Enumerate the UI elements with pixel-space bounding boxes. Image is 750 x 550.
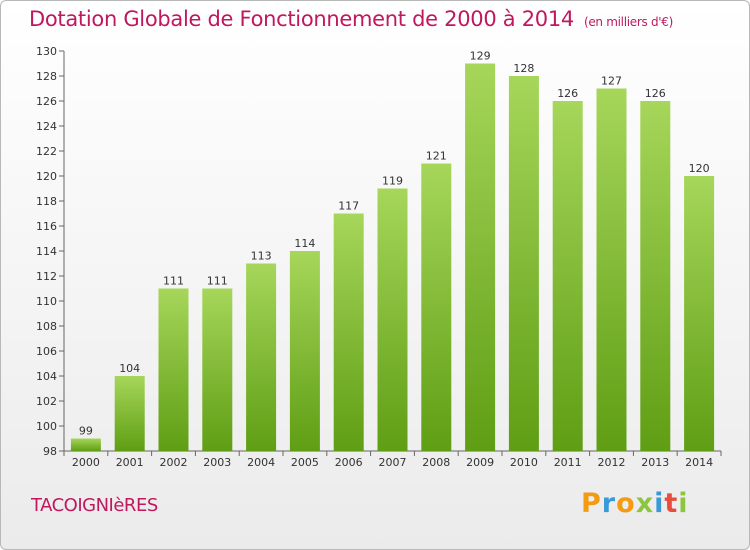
logo-letter: o [616,488,636,519]
y-tick-label: 120 [36,170,57,183]
logo-letter: t [664,488,679,519]
y-tick-label: 100 [36,420,57,433]
value-label-2003: 111 [207,275,228,288]
value-label-2005: 114 [294,237,315,250]
x-tick-label: 2009 [466,456,494,469]
y-tick-label: 126 [36,95,57,108]
bar-2007 [377,188,408,451]
y-tick-label: 118 [36,195,57,208]
bar-2003 [202,288,233,451]
x-tick-label: 2011 [554,456,582,469]
x-tick-label: 2005 [291,456,319,469]
logo-letter: i [654,488,665,519]
bar-2014 [684,176,715,451]
y-tick-label: 102 [36,395,57,408]
y-tick-label: 122 [36,145,57,158]
proxiti-logo: Proxiti [581,488,689,519]
value-label-2012: 127 [601,75,622,88]
x-tick-label: 2001 [116,456,144,469]
x-tick-label: 2003 [203,456,231,469]
y-tick-label: 128 [36,70,57,83]
value-label-2008: 121 [426,150,447,163]
x-tick-label: 2014 [685,456,713,469]
bar-2004 [246,263,277,451]
x-tick-label: 2004 [247,456,275,469]
value-label-2009: 129 [470,50,491,63]
value-label-2004: 113 [251,250,272,263]
commune-name: TACOIGNIèRES [31,495,158,516]
bar-2000 [70,438,101,451]
bars [70,63,715,451]
y-tick-label: 98 [43,445,57,458]
x-tick-label: 2012 [598,456,626,469]
y-tick-label: 114 [36,245,57,258]
bar-2008 [421,163,452,451]
y-tick-label: 130 [36,45,57,58]
chart-title: Dotation Globale de Fonctionnement de 20… [29,7,673,31]
unit-note: (en milliers d'€) [583,15,673,29]
value-label-2002: 111 [163,275,184,288]
logo-letter: P [581,488,602,519]
logo-letter: x [635,488,655,519]
data-labels: 99 104 111 111 113 114 117 119 121 129 128 126 127 12… [79,50,710,438]
y-tick-label: 110 [36,295,57,308]
value-label-2010: 128 [513,62,534,75]
axes: 98 100 102 104 106 108 110 112 114 116 118 120 122 12… [36,45,722,469]
value-label-2007: 119 [382,175,403,188]
bar-2011 [552,101,583,451]
logo-letter: i [678,488,689,519]
bar-2005 [289,251,320,451]
bar-2009 [465,63,496,451]
value-label-2011: 126 [557,87,578,100]
value-label-2013: 126 [645,87,666,100]
y-tick-label: 106 [36,345,57,358]
x-tick-label: 2008 [422,456,450,469]
y-tick-label: 124 [36,120,57,133]
bar-2012 [596,88,627,451]
bar-2010 [508,76,539,451]
y-tick-label: 116 [36,220,57,233]
y-tick-label: 104 [36,370,57,383]
bar-2006 [333,213,364,451]
x-tick-label: 2000 [72,456,100,469]
logo-letter: r [601,488,617,519]
y-tick-label: 108 [36,320,57,333]
x-tick-label: 2007 [379,456,407,469]
bar-2013 [640,101,671,451]
y-tick-label: 112 [36,270,57,283]
x-tick-label: 2010 [510,456,538,469]
value-label-2006: 117 [338,200,359,213]
x-tick-label: 2013 [641,456,669,469]
value-label-2000: 99 [79,425,93,438]
value-label-2014: 120 [689,162,710,175]
bar-2002 [158,288,189,451]
x-tick-label: 2006 [335,456,363,469]
value-label-2001: 104 [119,362,140,375]
x-tick-label: 2002 [160,456,188,469]
bar-2001 [114,376,145,451]
